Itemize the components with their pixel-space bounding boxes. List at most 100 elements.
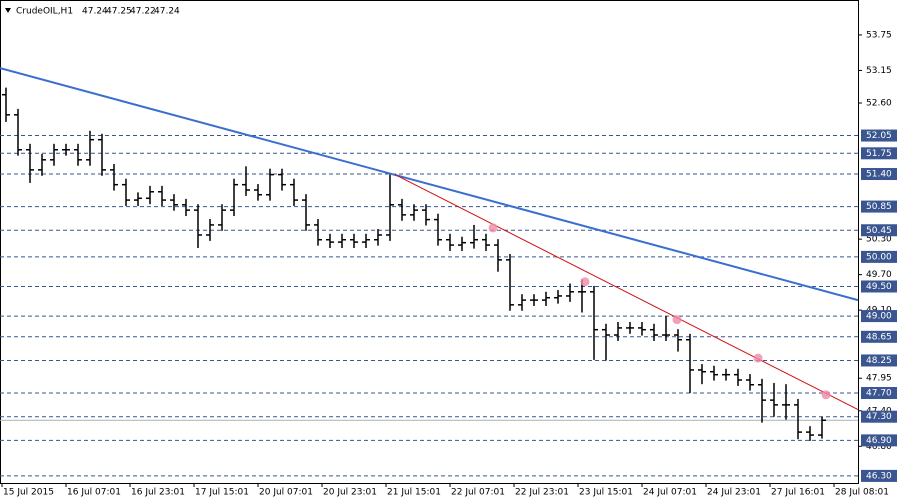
price-bar: [218, 204, 226, 231]
level-box: [861, 147, 897, 160]
price-bar: [722, 368, 730, 381]
price-bar: [638, 322, 646, 336]
x-tick-label: 15 Jul 2015: [3, 488, 54, 498]
price-bar: [398, 198, 406, 221]
price-bar: [590, 285, 598, 360]
level-box: [861, 354, 897, 367]
y-tick-label: 50.30: [866, 235, 892, 245]
price-bar: [278, 168, 286, 191]
price-bar: [422, 204, 430, 226]
price-bar: [194, 204, 202, 249]
price-bar: [110, 163, 118, 191]
price-bar: [362, 233, 370, 249]
level-box: [861, 310, 897, 323]
level-label: 50.00: [866, 252, 892, 262]
level-label: 49.50: [866, 282, 892, 292]
price-bar: [38, 153, 46, 176]
x-tick-label: 22 Jul 23:01: [515, 488, 569, 498]
price-bar: [446, 233, 454, 251]
price-bar: [14, 108, 22, 156]
price-bar: [770, 382, 778, 417]
price-bar: [122, 178, 130, 206]
price-bar: [530, 294, 538, 307]
price-bar: [374, 229, 382, 246]
level-box: [861, 224, 897, 237]
price-bar: [62, 143, 70, 156]
x-tick-label: 16 Jul 07:01: [67, 488, 121, 498]
price-bar: [314, 219, 322, 246]
price-bar: [470, 224, 478, 249]
x-tick-label: 17 Jul 15:01: [195, 488, 249, 498]
price-bar: [650, 323, 658, 341]
price-bar: [98, 133, 106, 176]
y-tick-label: 49.70: [866, 270, 892, 280]
symbol-arrow: [5, 8, 11, 13]
level-label: 50.85: [866, 202, 892, 212]
marker: [580, 277, 590, 287]
x-tick-label: 24 Jul 07:01: [643, 488, 697, 498]
level-label: 48.65: [866, 332, 892, 342]
quote-low: 47.22: [130, 7, 156, 17]
price-bar: [662, 316, 670, 341]
price-bar: [50, 143, 58, 166]
price-bar: [818, 416, 826, 439]
x-tick-label: 21 Jul 15:01: [387, 488, 441, 498]
price-bar: [566, 283, 574, 302]
x-tick-label: 28 Jul 08:01: [835, 488, 889, 498]
marker: [821, 390, 831, 400]
quote-open: 47.24: [82, 7, 108, 17]
price-bar: [302, 194, 310, 231]
price-bar: [86, 130, 94, 166]
level-label: 46.90: [866, 436, 892, 446]
price-bar: [170, 194, 178, 211]
x-tick-label: 24 Jul 23:01: [707, 488, 761, 498]
x-tick-label: 16 Jul 23:01: [131, 488, 185, 498]
price-bar: [146, 185, 154, 205]
level-box: [861, 434, 897, 447]
price-bar: [158, 185, 166, 206]
quote-close: 47.24: [154, 7, 180, 17]
price-bar: [290, 178, 298, 206]
marker: [488, 223, 498, 233]
price-bar: [350, 233, 358, 249]
level-box: [861, 250, 897, 263]
price-bar: [542, 291, 550, 307]
price-bar: [698, 364, 706, 385]
x-tick-label: 22 Jul 07:01: [451, 488, 505, 498]
level-label: 46.30: [866, 471, 892, 481]
trend-line: [394, 174, 859, 411]
level-label: 49.00: [866, 312, 892, 322]
price-bar: [458, 236, 466, 251]
marker: [753, 353, 763, 363]
trend-line: [0, 67, 859, 302]
y-tick-label: 53.75: [866, 30, 892, 40]
price-bar: [782, 384, 790, 420]
price-bar: [494, 239, 502, 272]
price-bar: [686, 333, 694, 394]
price-bar: [806, 426, 814, 441]
x-tick-label: 23 Jul 15:01: [579, 488, 633, 498]
level-box: [861, 200, 897, 213]
price-bar: [434, 213, 442, 246]
price-bar: [26, 143, 34, 183]
level-box: [861, 280, 897, 293]
price-bar: [134, 192, 142, 206]
level-label: 52.05: [866, 131, 892, 141]
price-bar: [602, 323, 610, 361]
price-bar: [746, 374, 754, 391]
price-bar: [326, 233, 334, 249]
y-tick-label: 47.95: [866, 374, 892, 384]
level-label: 47.30: [866, 412, 892, 422]
plot-frame: [0, 0, 859, 484]
price-bar: [2, 87, 10, 122]
price-bar: [182, 198, 190, 217]
price-bar: [410, 204, 418, 221]
price-bar: [626, 322, 634, 334]
level-box: [861, 387, 897, 400]
price-bar: [254, 184, 262, 201]
price-bar: [614, 322, 622, 341]
price-bar: [266, 168, 274, 201]
level-box: [861, 168, 897, 181]
level-label: 51.75: [866, 149, 892, 159]
